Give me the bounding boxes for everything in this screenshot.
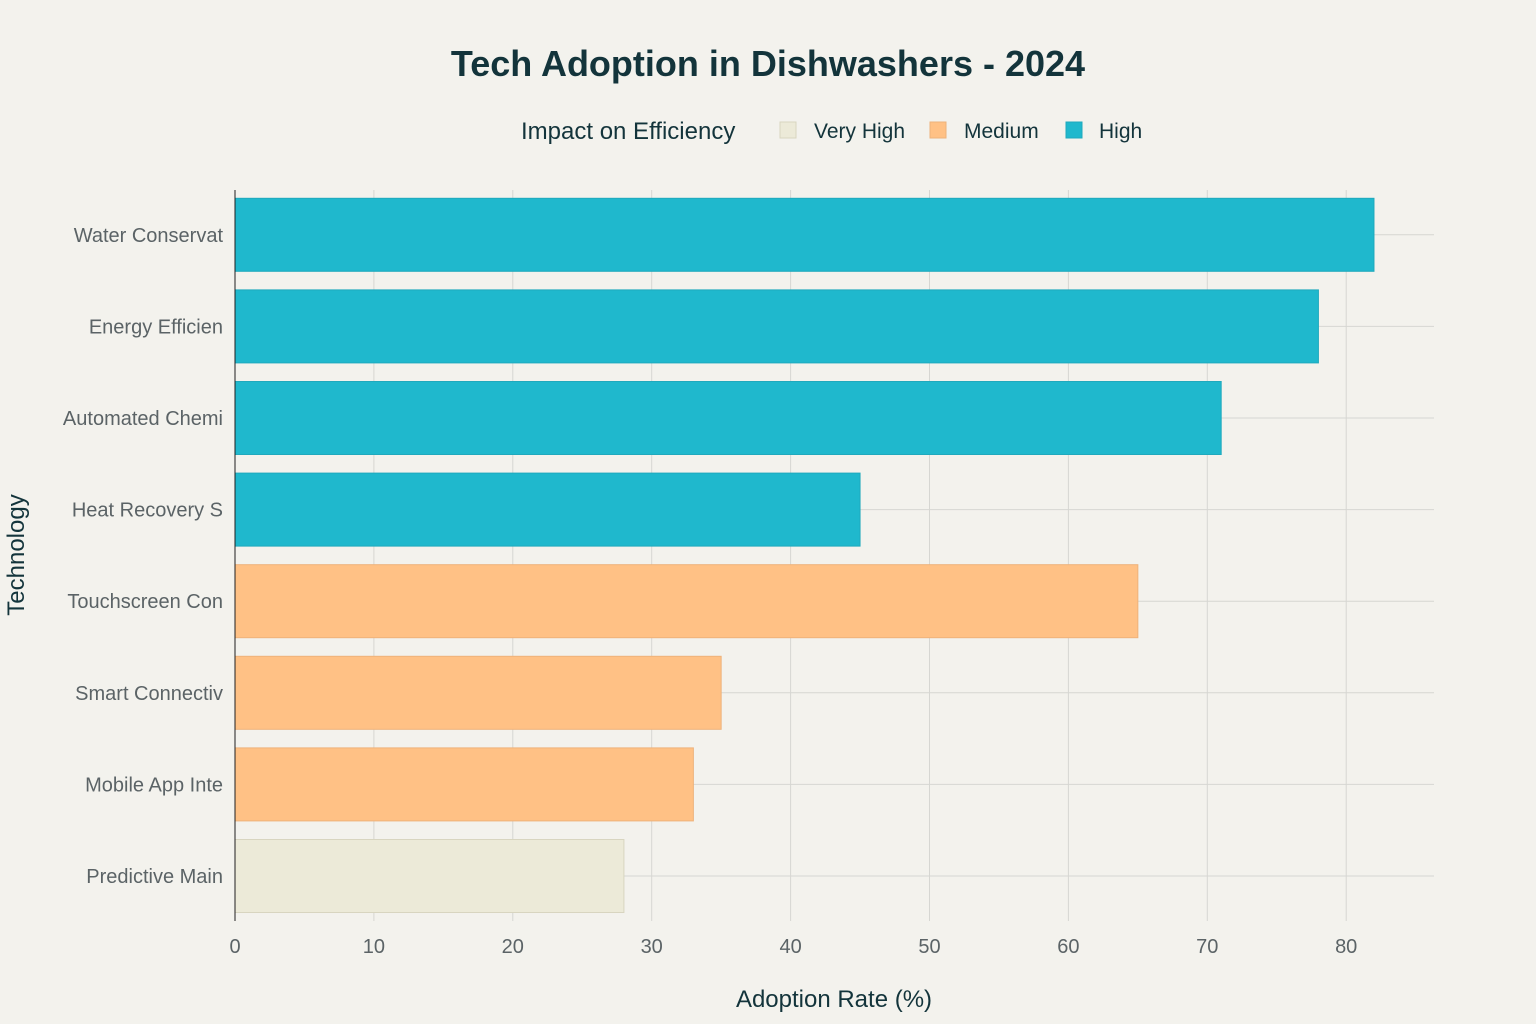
axes: Water Conservat Energy Efficien Automated … <box>63 190 1357 958</box>
legend-swatch-medium <box>929 121 947 139</box>
x-tick-label: 10 <box>363 936 385 958</box>
y-tick-label: Heat Recovery S <box>72 500 223 522</box>
x-tick-label: 80 <box>1335 936 1357 958</box>
legend-label-medium: Medium <box>964 120 1039 143</box>
legend-swatch-very-high <box>779 121 797 139</box>
bar-7 <box>234 747 694 822</box>
y-tick-label: Automated Chemi <box>63 408 223 430</box>
y-tick-label: Energy Efficien <box>89 316 223 338</box>
bar-6 <box>234 655 722 730</box>
bar-2 <box>234 289 1319 364</box>
legend-title: Impact on Efficiency <box>521 118 735 145</box>
bar-4 <box>234 472 861 547</box>
bar-3 <box>234 381 1222 455</box>
legend-label-high: High <box>1099 120 1142 143</box>
y-tick-label: Predictive Main <box>86 866 223 888</box>
legend-swatch-high <box>1065 121 1083 139</box>
x-tick-label: 30 <box>641 936 663 958</box>
x-tick-label: 50 <box>918 936 940 958</box>
bar-8 <box>234 839 625 913</box>
x-tick-label: 40 <box>779 936 801 958</box>
bar-1 <box>234 197 1375 272</box>
x-tick-label: 60 <box>1057 936 1079 958</box>
y-tick-label: Smart Connectiv <box>75 683 223 705</box>
legend: Impact on Efficiency Very High Medium High <box>521 118 1142 145</box>
y-axis-title: Technology <box>3 494 30 615</box>
y-tick-label: Touchscreen Con <box>67 591 223 613</box>
y-tick-label: Water Conservat <box>74 225 224 247</box>
legend-label-very-high: Very High <box>814 120 905 143</box>
bar-5 <box>234 564 1139 639</box>
y-tick-label: Mobile App Inte <box>85 774 223 796</box>
x-tick-label: 0 <box>229 936 240 958</box>
bars <box>234 197 1375 913</box>
chart-title: Tech Adoption in Dishwashers - 2024 <box>451 43 1085 84</box>
x-tick-label: 20 <box>502 936 524 958</box>
x-tick-label: 70 <box>1196 936 1218 958</box>
x-axis-title: Adoption Rate (%) <box>736 986 932 1013</box>
